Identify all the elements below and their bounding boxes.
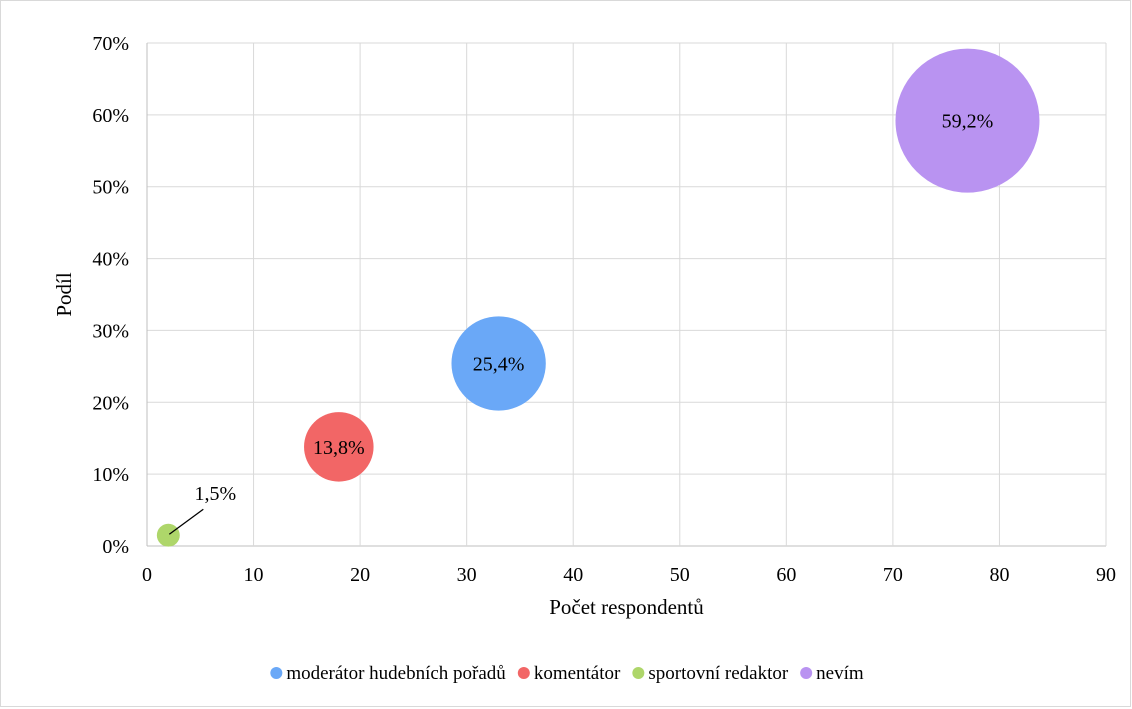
y-tick-label: 50%: [92, 177, 129, 199]
leader-line: [168, 508, 204, 535]
bubble: [451, 316, 546, 411]
x-tick-label: 90: [1096, 564, 1116, 586]
legend-item: nevím: [800, 663, 864, 684]
legend: moderátor hudebních pořadů komentátor spor…: [270, 663, 864, 684]
gridlines: [146, 42, 1107, 547]
bubble: [156, 523, 180, 547]
bubble: [304, 412, 374, 482]
y-tick-label: 0%: [102, 536, 129, 558]
y-tick-label: 10%: [92, 464, 129, 486]
y-tick-label: 60%: [92, 105, 129, 127]
legend-label: moderátor hudebních pořadů: [286, 663, 506, 684]
x-tick-label: 50: [670, 564, 690, 586]
x-tick-label: 80: [989, 564, 1009, 586]
legend-item: sportovní redaktor: [632, 663, 789, 684]
x-tick-label: 40: [563, 564, 583, 586]
x-tick-label: 10: [244, 564, 264, 586]
legend-marker: [270, 667, 283, 679]
x-tick-label: 20: [350, 564, 370, 586]
data-labels: 25,4% 13,8% 1,5% 59,2%: [168, 111, 994, 535]
legend-marker: [517, 667, 530, 679]
x-tick-label: 70: [883, 564, 903, 586]
y-tick-label: 20%: [92, 392, 129, 414]
data-label: 59,2%: [942, 111, 994, 133]
legend-item: moderátor hudebních pořadů: [270, 663, 506, 684]
x-tick-label: 60: [776, 564, 796, 586]
y-tick-label: 70%: [92, 33, 129, 55]
y-axis-title: Podíl: [52, 272, 76, 317]
x-tick-label: 0: [142, 564, 152, 586]
legend-marker: [632, 667, 645, 679]
legend-label: komentátor: [534, 663, 621, 684]
y-tick-label: 30%: [92, 320, 129, 342]
legend-label: nevím: [816, 663, 864, 684]
legend-item: komentátor: [517, 663, 621, 684]
legend-label: sportovní redaktor: [648, 663, 789, 684]
legend-marker: [800, 667, 813, 679]
data-label: 1,5%: [194, 483, 236, 505]
bubbles: [156, 48, 1040, 547]
x-tick-label: 30: [457, 564, 477, 586]
data-label: 13,8%: [313, 437, 365, 459]
tick-labels: 0% 10% 20% 30% 40% 50% 60% 70% 0 10 20 30 40 50 60 70 80…: [92, 33, 1116, 586]
data-label: 25,4%: [473, 353, 525, 375]
x-axis-title: Počet respondentů: [549, 595, 704, 619]
bubble: [895, 48, 1040, 193]
y-tick-label: 40%: [92, 249, 129, 271]
